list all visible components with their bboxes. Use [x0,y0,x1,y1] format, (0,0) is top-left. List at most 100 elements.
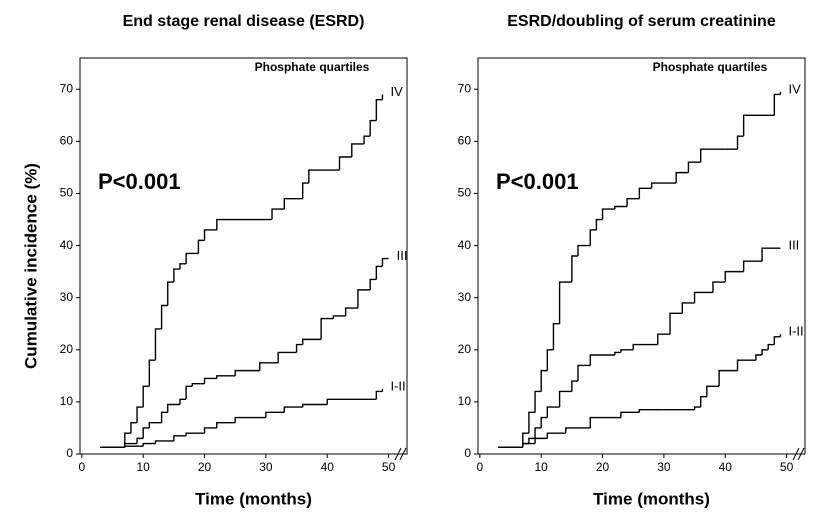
step-segment [712,281,726,293]
step-segment [173,268,181,283]
step-segment [173,435,187,441]
step-segment [203,427,217,434]
y-tick-label: 70 [458,81,472,95]
step-segment [136,437,144,444]
step-segment [638,409,664,413]
step-segment [154,328,162,361]
step-segment [540,416,548,428]
step-segment [308,169,340,184]
legend-title: Phosphate quartiles [653,60,768,74]
y-tick-label: 50 [60,186,74,200]
step-segment [522,432,529,448]
step-segment [259,362,279,371]
step-segment [148,359,156,387]
step-segment [546,406,560,418]
step-segment [216,375,236,379]
step-segment [154,440,174,444]
step-segment [638,187,652,199]
step-segment [203,377,217,384]
annotation: P<0.001 [496,169,579,194]
y-tick-label: 40 [458,238,472,252]
chart-title: End stage renal disease (ESRD) [123,13,365,30]
step-segment [344,307,358,316]
step-segment [589,354,615,366]
step-segment [540,369,548,392]
step-segment [614,205,628,210]
step-segment [528,411,536,434]
step-segment [148,422,162,428]
step-segment [130,422,138,434]
step-segment [706,385,720,397]
step-segment [724,270,744,283]
x-tick-label: 10 [535,460,549,474]
step-segment [185,252,199,264]
plot-frame [79,57,408,455]
step-segment [626,197,640,207]
x-axis-label: Time (months) [195,489,312,508]
y-tick-label: 70 [60,81,74,95]
step-segment [234,369,260,376]
step-segment [167,403,181,413]
step-segment [283,406,303,413]
step-segment [197,239,205,254]
y-tick-label: 30 [458,290,472,304]
step-segment [681,302,695,314]
step-segment [675,171,689,184]
x-tick-label: 50 [780,460,794,474]
step-segment [302,182,309,199]
step-segment [534,390,542,413]
y-tick-label: 60 [60,134,74,148]
x-tick-label: 20 [596,460,610,474]
step-segment [577,364,591,382]
step-segment [620,411,640,418]
step-segment [191,382,205,387]
y-tick-label: 0 [464,446,471,460]
step-segment [767,343,775,350]
step-segment [742,114,769,137]
step-segment [124,432,131,448]
step-segment [326,398,377,405]
step-segment [773,93,781,116]
y-tick-label: 40 [60,238,74,252]
x-tick-label: 0 [476,460,483,474]
step-segment [338,156,352,171]
y-tick-label: 30 [60,290,74,304]
step-segment [216,218,266,230]
x-tick-label: 30 [259,460,273,474]
step-segment [160,411,168,423]
step-segment [375,98,383,121]
step-segment [142,442,156,447]
step-segment [332,315,346,319]
chart-title: ESRD/doubling of serum creatinine [507,13,776,30]
step-segment [700,148,726,163]
step-segment [271,208,285,220]
y-tick-label: 10 [60,394,74,408]
series-label: IV [788,81,801,96]
y-tick-label: 10 [458,394,472,408]
step-segment [124,445,144,448]
step-segment [369,119,377,137]
x-tick-label: 40 [719,460,733,474]
step-segment [669,312,683,335]
step-segment [595,218,603,230]
step-segment [589,229,597,246]
step-segment [185,385,193,400]
step-segment [375,390,383,400]
step-segment [761,247,781,262]
step-segment [736,359,756,371]
step-segment [142,385,150,408]
step-segment [167,281,174,306]
plot-frame [477,57,806,455]
step-segment [381,257,389,267]
step-segment [185,432,205,436]
axis-break [797,447,805,461]
step-segment [234,416,266,423]
step-segment [601,208,615,220]
step-segment [351,143,365,157]
step-segment [761,349,769,355]
step-segment [650,182,677,189]
y-tick-label: 50 [458,186,472,200]
y-tick-label: 20 [458,342,472,356]
step-segment [357,289,371,309]
